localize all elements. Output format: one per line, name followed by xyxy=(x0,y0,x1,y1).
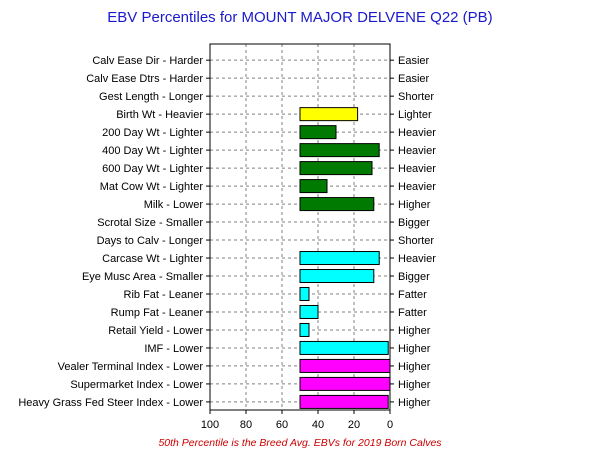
trait-label: 200 Day Wt - Lighter xyxy=(102,127,203,139)
trait-label: Days to Calv - Longer xyxy=(97,235,204,247)
trait-label: Supermarket Index - Lower xyxy=(70,379,203,391)
percentile-bar xyxy=(299,197,375,212)
x-tick-label: 20 xyxy=(348,419,360,431)
percentile-bar xyxy=(299,358,391,373)
trait-label: Calv Ease Dir - Harder xyxy=(92,55,203,67)
x-tick-label: 80 xyxy=(240,419,252,431)
trait-label: Gest Length - Longer xyxy=(99,91,203,103)
trait-label: 400 Day Wt - Lighter xyxy=(102,145,203,157)
percentile-bar xyxy=(299,161,373,176)
percentile-bar xyxy=(299,322,310,337)
trait-label: Vealer Terminal Index - Lower xyxy=(58,361,204,373)
trait-direction-label: Easier xyxy=(398,73,430,85)
trait-direction-label: Bigger xyxy=(398,217,430,229)
trait-direction-label: Higher xyxy=(398,343,431,355)
trait-direction-label: Fatter xyxy=(398,307,427,319)
tick-layer: 100 80 60 40 20 0 xyxy=(201,59,394,431)
bar-layer xyxy=(299,107,391,409)
chart-footnote: 50th Percentile is the Breed Avg. EBVs f… xyxy=(158,437,442,449)
trait-direction-label: Shorter xyxy=(398,235,434,247)
trait-direction-label: Bigger xyxy=(398,271,430,283)
trait-direction-label: Heavier xyxy=(398,181,436,193)
percentile-bar xyxy=(299,304,319,319)
trait-direction-label: Heavier xyxy=(398,127,436,139)
percentile-bar xyxy=(299,394,389,409)
trait-label: Birth Wt - Heavier xyxy=(116,109,203,121)
trait-label: Mat Cow Wt - Lighter xyxy=(100,181,204,193)
trait-label: Retail Yield - Lower xyxy=(108,325,203,337)
percentile-bar xyxy=(299,286,310,301)
trait-direction-label: Higher xyxy=(398,397,431,409)
percentile-bar xyxy=(299,376,391,391)
trait-direction-label: Higher xyxy=(398,199,431,211)
trait-direction-label: Easier xyxy=(398,55,430,67)
trait-label: Heavy Grass Fed Steer Index - Lower xyxy=(18,397,203,409)
trait-label: Rump Fat - Leaner xyxy=(111,307,204,319)
trait-label: Carcase Wt - Lighter xyxy=(102,253,203,265)
x-tick-label: 100 xyxy=(201,419,219,431)
trait-label: 600 Day Wt - Lighter xyxy=(102,163,203,175)
trait-direction-label: Heavier xyxy=(398,145,436,157)
trait-direction-label: Higher xyxy=(398,325,431,337)
grid-layer xyxy=(210,44,390,410)
percentile-bar xyxy=(299,125,337,140)
percentile-bar xyxy=(299,179,328,194)
trait-direction-label: Higher xyxy=(398,361,431,373)
trait-direction-label: Fatter xyxy=(398,289,427,301)
trait-direction-label: Heavier xyxy=(398,163,436,175)
trait-direction-label: Lighter xyxy=(398,109,432,121)
trait-label: IMF - Lower xyxy=(144,343,203,355)
x-tick-label: 0 xyxy=(387,419,393,431)
trait-label: Calv Ease Dtrs - Harder xyxy=(86,73,203,85)
percentile-bar xyxy=(299,107,359,122)
x-tick-label: 40 xyxy=(312,419,324,431)
chart-title: EBV Percentiles for MOUNT MAJOR DELVENE … xyxy=(107,9,492,26)
trait-label: Scrotal Size - Smaller xyxy=(97,217,203,229)
trait-label: Milk - Lower xyxy=(144,199,204,211)
trait-label: Rib Fat - Leaner xyxy=(124,289,204,301)
percentile-bar xyxy=(299,340,389,355)
trait-direction-label: Shorter xyxy=(398,91,434,103)
x-tick-label: 60 xyxy=(276,419,288,431)
percentile-bar xyxy=(299,269,375,284)
label-layer: Calv Ease Dir - Harder Easier Calv Ease Dt… xyxy=(18,55,436,409)
trait-direction-label: Heavier xyxy=(398,253,436,265)
percentile-bar xyxy=(299,251,380,266)
plot-frame xyxy=(209,43,391,411)
trait-direction-label: Higher xyxy=(398,379,431,391)
percentile-bar xyxy=(299,143,380,158)
trait-label: Eye Musc Area - Smaller xyxy=(82,271,203,283)
